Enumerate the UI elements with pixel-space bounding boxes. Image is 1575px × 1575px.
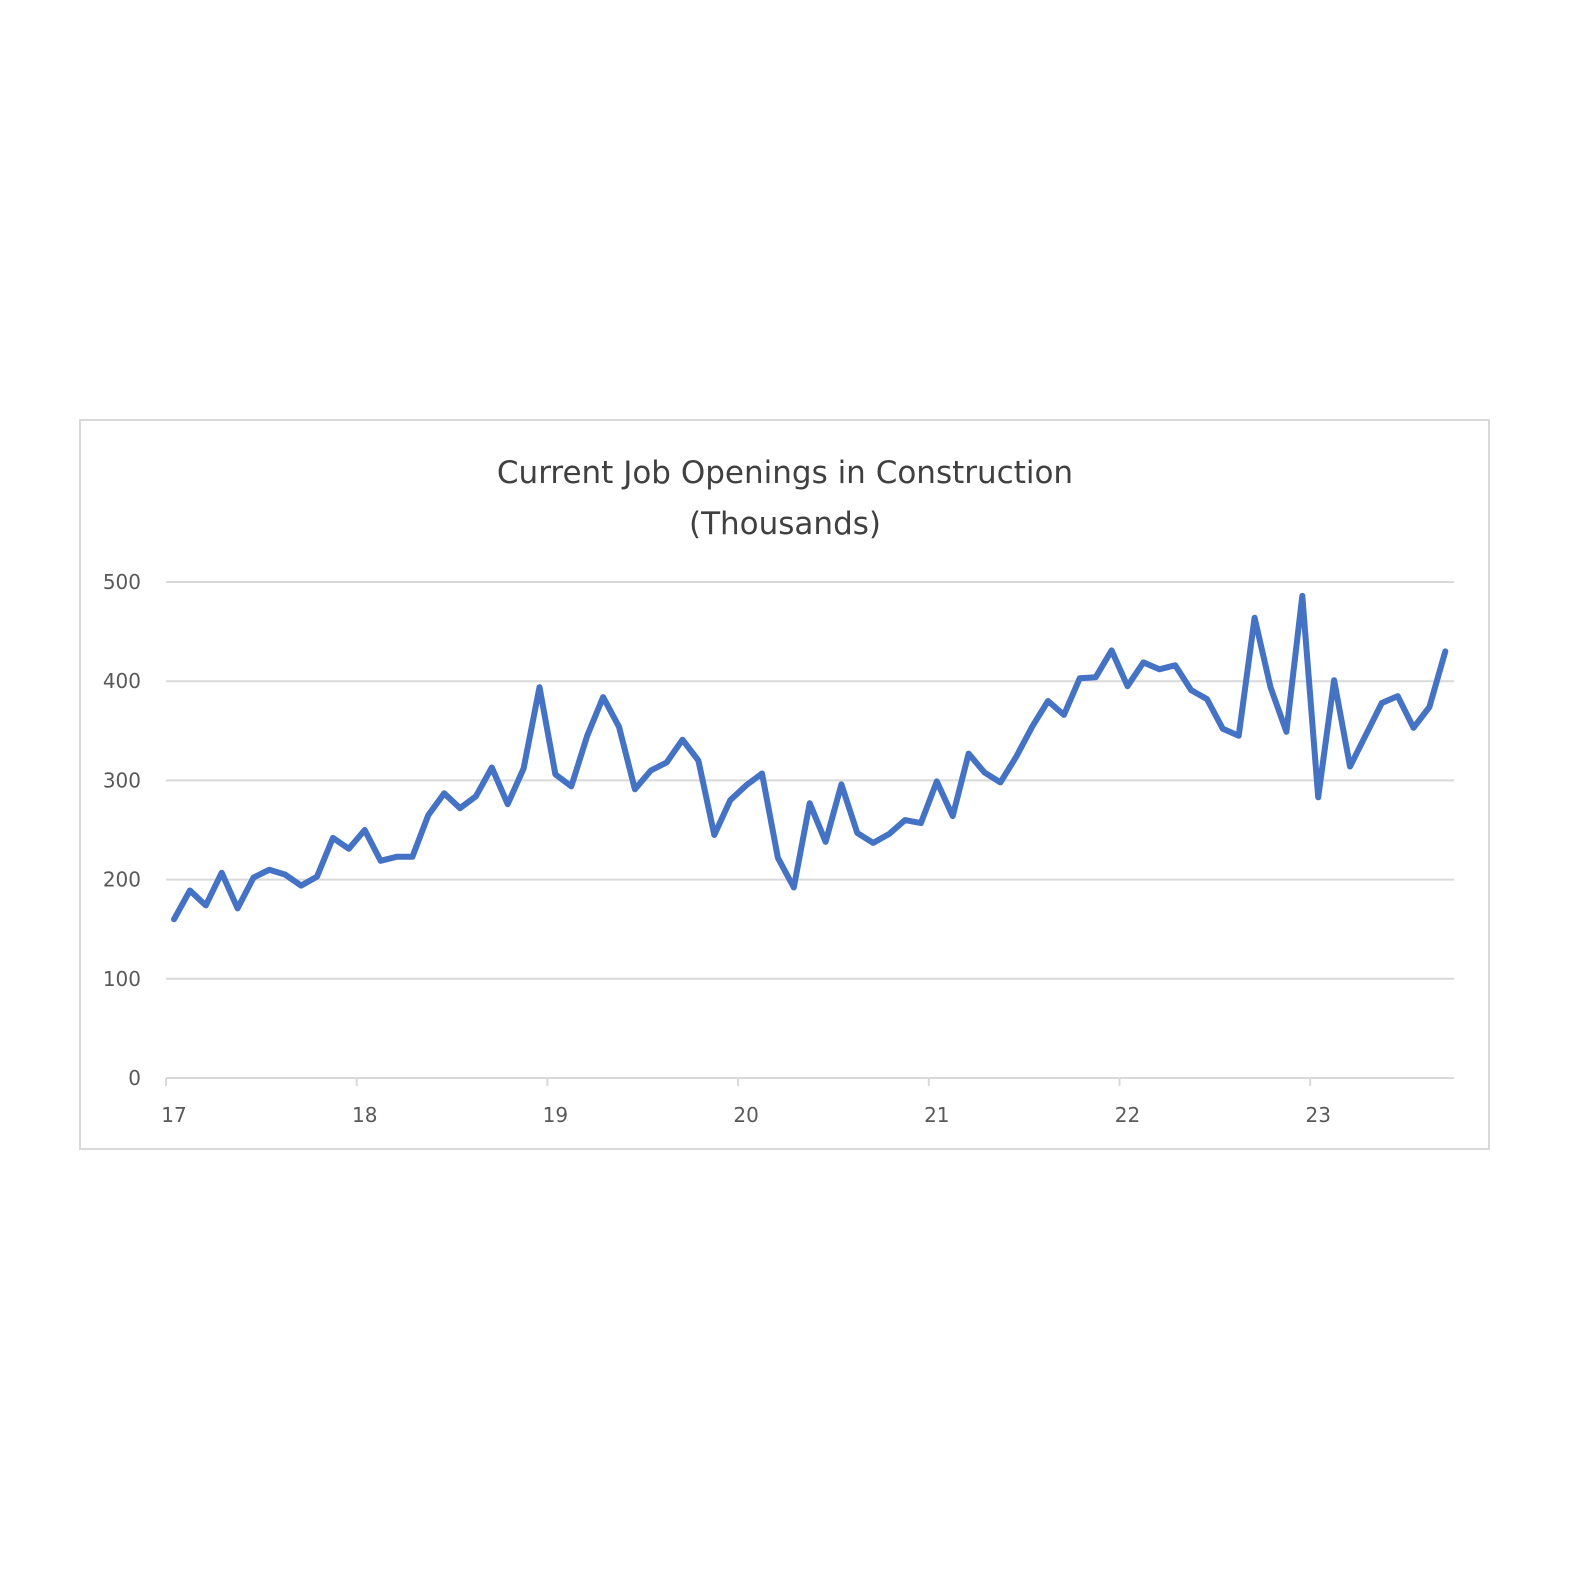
y-tick-label: 0 (128, 1066, 141, 1090)
chart-title: Current Job Openings in Construction (497, 455, 1073, 491)
y-tick-label: 300 (103, 768, 141, 792)
x-tick-label: 20 (733, 1103, 758, 1127)
chart-frame: Current Job Openings in Construction (Th… (79, 419, 1490, 1150)
y-tick-label: 100 (103, 967, 141, 991)
y-tick-label: 500 (103, 570, 141, 594)
x-tick-label: 19 (543, 1103, 568, 1127)
x-tick-label: 21 (924, 1103, 949, 1127)
x-tick-label: 18 (352, 1103, 377, 1127)
x-tick-label: 23 (1305, 1103, 1330, 1127)
y-axis: 0 100 200 300 400 500 (103, 570, 141, 1090)
y-tick-label: 400 (103, 669, 141, 693)
x-tick-label: 17 (161, 1103, 186, 1127)
gridlines (166, 581, 1454, 1079)
series-line-job-openings (171, 592, 1449, 923)
x-axis: 17 18 19 20 21 22 23 (161, 1078, 1331, 1127)
y-tick-label: 200 (103, 868, 141, 892)
x-tick-label: 22 (1115, 1103, 1140, 1127)
line-chart: Current Job Openings in Construction (Th… (103, 455, 1454, 1127)
chart-subtitle: (Thousands) (689, 506, 881, 542)
